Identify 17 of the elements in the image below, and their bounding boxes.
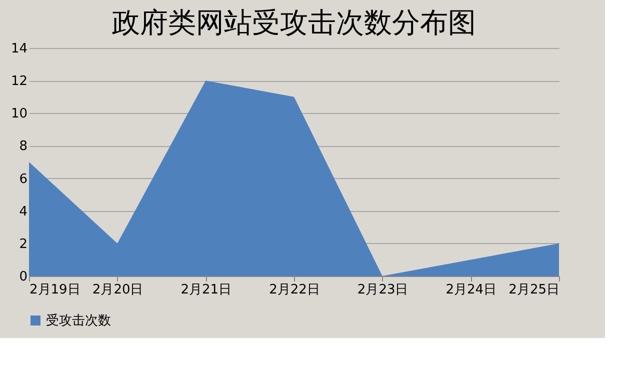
x-tick-label: 2月25日 xyxy=(508,282,560,298)
y-tick-label: 12 xyxy=(10,74,28,90)
y-tick-label: 6 xyxy=(19,172,28,187)
y-tick-label: 10 xyxy=(10,106,28,122)
y-tick-label: 8 xyxy=(19,139,28,154)
chart-title: 政府类网站受攻击次数分布图 xyxy=(112,6,476,39)
x-tick-label: 2月24日 xyxy=(446,282,497,298)
y-tick-label: 0 xyxy=(19,270,28,284)
y-tick-label: 2 xyxy=(19,236,28,252)
x-tick-label: 2月19日 xyxy=(30,282,80,298)
y-tick-label: 14 xyxy=(10,42,28,56)
x-tick-label: 2月20日 xyxy=(92,282,144,298)
x-tick-label: 2月23日 xyxy=(357,282,408,298)
y-tick-label: 4 xyxy=(19,204,28,220)
x-tick-label: 2月22日 xyxy=(269,282,320,298)
x-tick-label: 2月21日 xyxy=(180,282,232,298)
legend-label: 受攻击次数 xyxy=(46,314,111,328)
